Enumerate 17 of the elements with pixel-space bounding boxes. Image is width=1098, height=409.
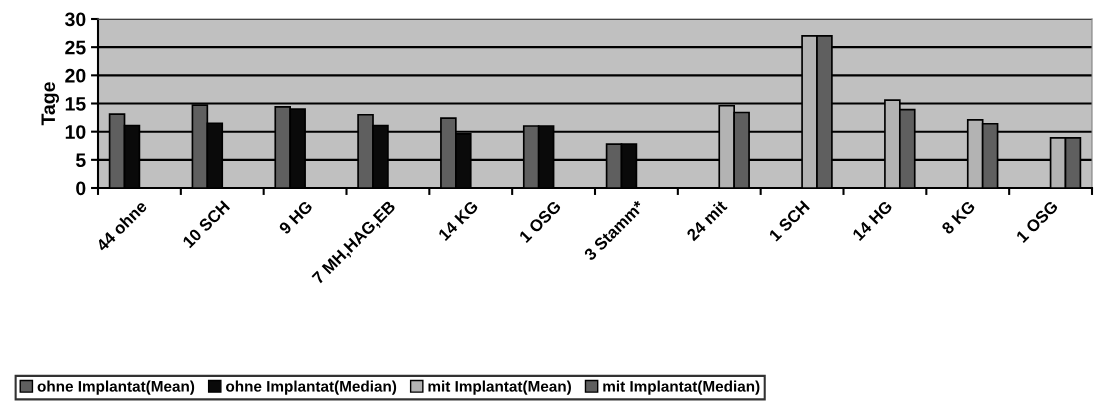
- y-tick-label: 10: [65, 125, 86, 139]
- y-axis-title: Tage: [41, 82, 60, 126]
- y-tick-label: 25: [65, 40, 86, 55]
- x-tick-label: 8 KG: [940, 200, 976, 235]
- x-tick-label: 24 mit: [685, 199, 728, 242]
- legend-label: mit Implantat(Median): [603, 380, 760, 395]
- y-tick-label: 30: [65, 12, 86, 27]
- legend-label: ohne Implantat(Median): [226, 380, 397, 395]
- y-tick-label: 0: [76, 181, 86, 196]
- y-tick-label: 20: [65, 68, 86, 83]
- x-tick-label: 14 HG: [851, 200, 893, 242]
- y-tick-label: 5: [75, 153, 86, 168]
- x-tick-label: 14 KG: [437, 200, 479, 242]
- legend-label: mit Implantat(Mean): [428, 380, 571, 395]
- y-tick-label: 15: [65, 97, 86, 111]
- x-tick-label: 9 HG: [278, 200, 314, 235]
- legend-label: ohne Implantat(Mean): [37, 380, 195, 395]
